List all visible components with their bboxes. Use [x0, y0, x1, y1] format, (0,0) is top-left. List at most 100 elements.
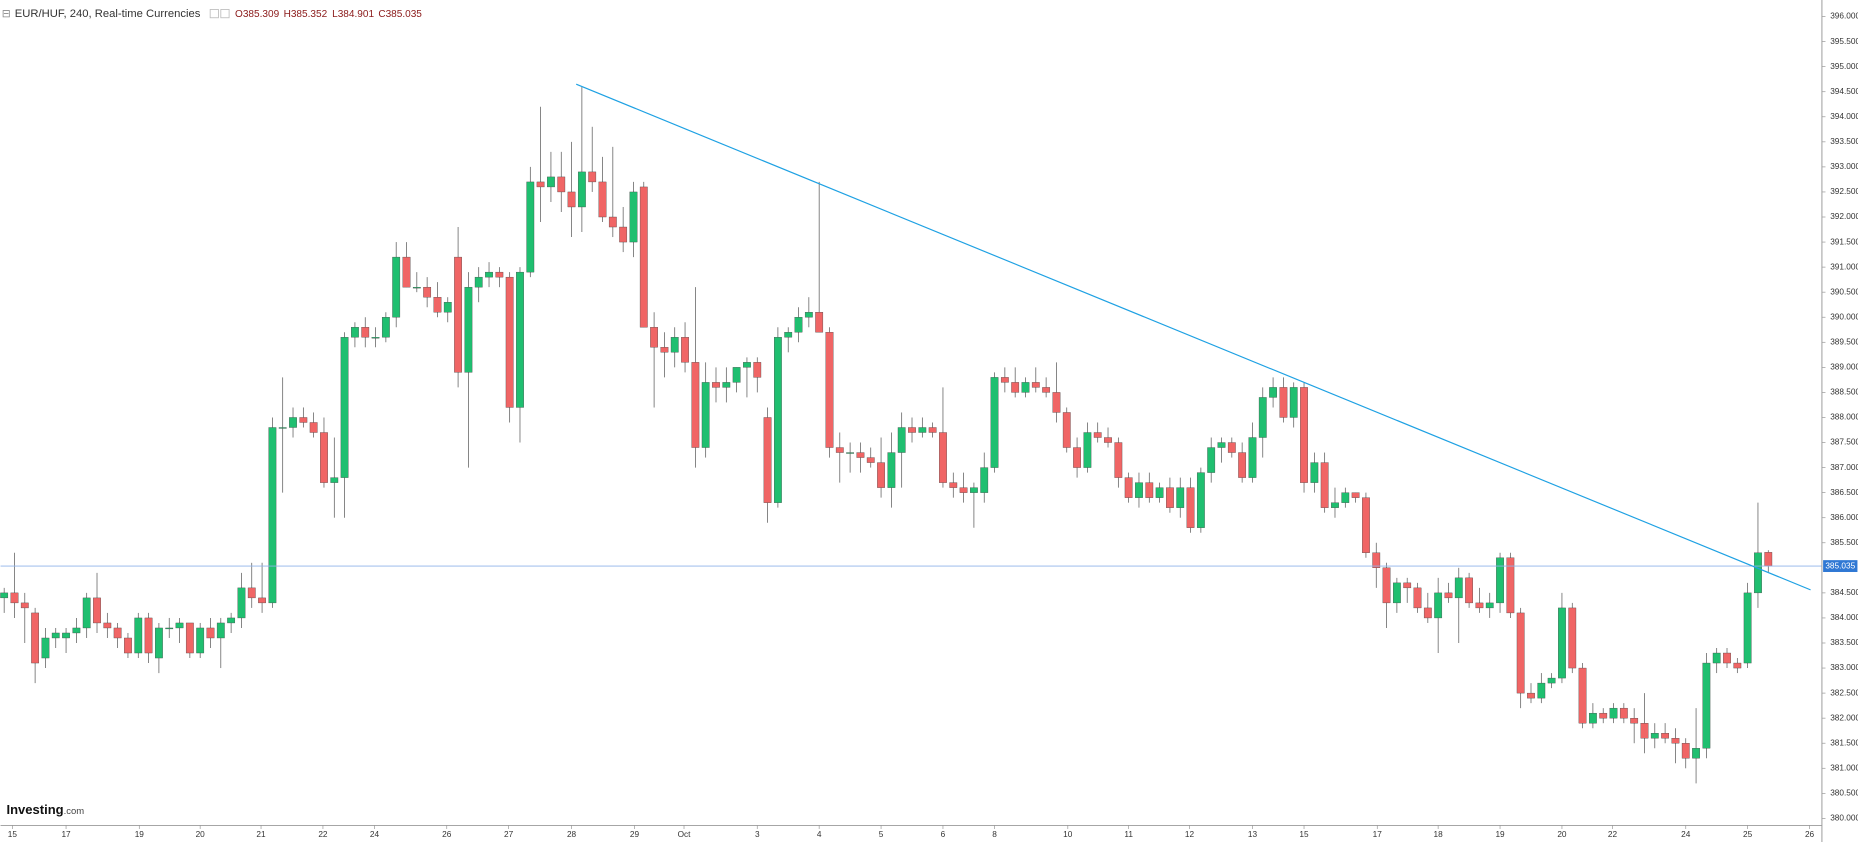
y-tick-label: 387.500 [1830, 438, 1858, 447]
candle-body [1269, 387, 1277, 398]
candle-body [1609, 707, 1618, 719]
y-tick-label: 391.000 [1830, 262, 1858, 271]
candle-body [1011, 382, 1020, 393]
candle-body [1083, 432, 1092, 468]
candle-body [1135, 482, 1143, 498]
candle-body [1382, 567, 1391, 604]
candle-body [1661, 733, 1670, 739]
candle-body [650, 327, 658, 348]
candle-body [856, 452, 865, 458]
candle-body [113, 627, 122, 639]
candle-body [175, 622, 184, 629]
candle-body [598, 181, 607, 218]
candle-body [732, 367, 741, 383]
x-tick-label: 8 [992, 830, 997, 839]
candle-body [1723, 652, 1731, 664]
x-tick-label: 13 [1248, 830, 1258, 839]
candle-body [340, 337, 349, 478]
candle-body [1331, 502, 1339, 508]
y-tick-label: 394.000 [1830, 112, 1858, 121]
candle-body [712, 382, 720, 388]
candle-body [990, 377, 999, 468]
brand-suffix: .com [64, 806, 85, 817]
brand: Investing.com [6, 803, 84, 818]
candle-body [1042, 387, 1051, 393]
candle-body [1485, 602, 1494, 609]
x-tick-label: 27 [504, 830, 514, 839]
candle-body [1743, 592, 1752, 664]
candle-body [970, 487, 978, 493]
candle-body [1155, 487, 1164, 498]
y-tick-label: 382.000 [1830, 713, 1858, 722]
candle-body [1454, 577, 1463, 599]
candle-body [1423, 607, 1432, 619]
candle-body [743, 362, 751, 368]
candle-body [1558, 607, 1566, 679]
x-tick-label: 4 [817, 830, 822, 839]
y-tick-label: 381.000 [1830, 763, 1858, 772]
candle-body [908, 427, 916, 433]
candle-body [423, 286, 432, 298]
icon[interactable] [220, 9, 230, 19]
candle-body [20, 602, 29, 609]
y-tick-label: 385.500 [1830, 538, 1858, 547]
y-tick-label: 390.000 [1830, 312, 1858, 321]
y-tick-label: 387.000 [1830, 463, 1858, 472]
candle-body [299, 417, 308, 423]
candle-body [877, 462, 885, 488]
candle-body [1320, 462, 1329, 508]
y-tick-label: 382.500 [1830, 688, 1858, 697]
y-tick-label: 392.000 [1830, 212, 1858, 221]
candle-body [516, 271, 524, 408]
candle-body [0, 592, 9, 599]
x-tick-label: 5 [879, 830, 884, 839]
candle-body [51, 632, 60, 639]
candle-body [93, 597, 101, 624]
candle-body [918, 427, 927, 433]
x-tick-label: 12 [1185, 830, 1195, 839]
candle-body [866, 457, 875, 463]
trendline [575, 83, 1811, 591]
candle-body [547, 176, 555, 188]
candle-body [454, 256, 462, 373]
candle-body [629, 191, 638, 243]
candle-body [846, 452, 855, 454]
x-tick-label: 15 [8, 830, 18, 839]
x-tick-label: 6 [941, 830, 946, 839]
y-tick-label: 381.500 [1830, 738, 1858, 747]
candle-body [980, 467, 989, 493]
candle-body [1145, 482, 1154, 498]
icon[interactable] [209, 9, 219, 19]
candle-body [351, 327, 359, 338]
price-badge-label: 385.035 [1825, 561, 1855, 570]
candle-body [815, 312, 824, 333]
x-tick-label: 26 [442, 830, 452, 839]
candle-body [1031, 382, 1040, 388]
y-tick-label: 388.500 [1830, 388, 1858, 397]
y-tick-label: 389.000 [1830, 363, 1858, 372]
candle-body [1093, 432, 1102, 438]
candle-body [412, 286, 421, 289]
candle-body [1619, 707, 1628, 719]
collapse-icon[interactable]: ⊟ [2, 8, 11, 20]
candle-body [206, 627, 215, 639]
candle-body [1207, 447, 1216, 473]
candle-body [1754, 552, 1762, 594]
x-tick-label: 29 [630, 830, 640, 839]
candle-body [62, 632, 70, 639]
candle-body [804, 312, 813, 318]
candle-body [1238, 452, 1247, 478]
candle-body [1186, 487, 1195, 528]
y-tick-label: 388.000 [1830, 413, 1858, 422]
x-tick-label: 19 [135, 830, 145, 839]
candle-body [268, 427, 277, 604]
x-tick-label: 24 [1681, 830, 1691, 839]
candle-body [784, 332, 793, 338]
candle-body [835, 447, 844, 453]
candle-body [1341, 492, 1350, 503]
candle-body [289, 417, 297, 428]
x-tick-label: 18 [1434, 830, 1444, 839]
x-tick-label: 11 [1124, 830, 1133, 839]
candle-body [794, 317, 803, 333]
candle-body [1671, 738, 1680, 744]
